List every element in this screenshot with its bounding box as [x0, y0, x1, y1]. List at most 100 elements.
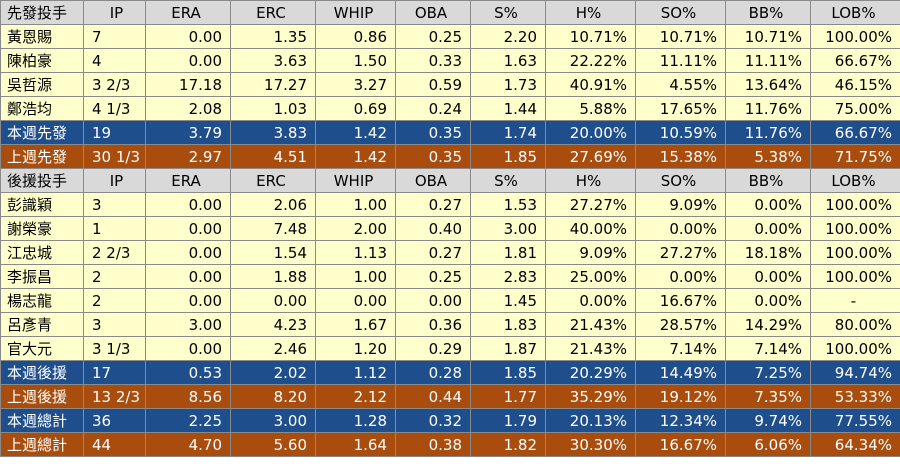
cell-h-pct: 10.71%	[545, 24, 636, 49]
cell-bb-pct: 14.29%	[725, 312, 811, 337]
cell-pitcher: 上週總計	[0, 432, 84, 457]
cell-so-pct: 0.00%	[635, 264, 726, 289]
cell-era: 2.25	[145, 408, 231, 433]
starter-row: 黃恩賜 7 0.00 1.35 0.86 0.25 2.20 10.71% 10.71% 10.7…	[0, 24, 900, 49]
header-lob-pct: LOB%	[810, 168, 900, 193]
cell-h-pct: 0.00%	[545, 288, 636, 313]
cell-ip: 13 2/3	[83, 384, 146, 409]
cell-h-pct: 5.88%	[545, 96, 636, 121]
cell-erc: 2.46	[230, 336, 316, 361]
cell-oba: 0.24	[395, 96, 471, 121]
cell-lob-pct: 46.15%	[810, 72, 900, 97]
reliever-row: 楊志龍 2 0.00 0.00 0.00 0.00 1.45 0.00% 16.67% 0.00%…	[0, 288, 900, 313]
cell-pitcher: 李振昌	[0, 264, 84, 289]
cell-oba: 0.27	[395, 192, 471, 217]
header-whip: WHIP	[315, 168, 396, 193]
cell-bb-pct: 0.00%	[725, 192, 811, 217]
cell-h-pct: 22.22%	[545, 48, 636, 73]
cell-ip: 2	[83, 264, 146, 289]
cell-h-pct: 21.43%	[545, 336, 636, 361]
cell-erc: 4.23	[230, 312, 316, 337]
cell-erc: 1.88	[230, 264, 316, 289]
header-h-pct: H%	[545, 168, 636, 193]
header-oba: OBA	[395, 0, 471, 25]
cell-pitcher: 本週先發	[0, 120, 84, 145]
header-s-pct: S%	[470, 0, 546, 25]
relievers-last-week-row: 上週後援 13 2/3 8.56 8.20 2.12 0.44 1.77 35.29% 19.1…	[0, 384, 900, 409]
cell-bb-pct: 7.25%	[725, 360, 811, 385]
cell-so-pct: 15.38%	[635, 144, 726, 169]
cell-h-pct: 20.00%	[545, 120, 636, 145]
cell-lob-pct: 53.33%	[810, 384, 900, 409]
cell-erc: 0.00	[230, 288, 316, 313]
cell-bb-pct: 0.00%	[725, 264, 811, 289]
cell-pitcher: 陳柏豪	[0, 48, 84, 73]
cell-s-pct: 1.45	[470, 288, 546, 313]
totals-last-week-row: 上週總計 44 4.70 5.60 1.64 0.38 1.82 30.30% 16.67% 6.…	[0, 432, 900, 457]
cell-oba: 0.32	[395, 408, 471, 433]
cell-bb-pct: 9.74%	[725, 408, 811, 433]
cell-ip: 19	[83, 120, 146, 145]
cell-era: 2.08	[145, 96, 231, 121]
cell-bb-pct: 13.64%	[725, 72, 811, 97]
cell-lob-pct: 77.55%	[810, 408, 900, 433]
cell-oba: 0.25	[395, 24, 471, 49]
cell-era: 0.00	[145, 336, 231, 361]
cell-so-pct: 9.09%	[635, 192, 726, 217]
cell-era: 2.97	[145, 144, 231, 169]
cell-bb-pct: 11.76%	[725, 96, 811, 121]
cell-whip: 1.00	[315, 264, 396, 289]
cell-whip: 1.67	[315, 312, 396, 337]
cell-lob-pct: -	[810, 288, 900, 313]
cell-erc: 2.02	[230, 360, 316, 385]
cell-erc: 2.06	[230, 192, 316, 217]
cell-pitcher: 彭識穎	[0, 192, 84, 217]
cell-pitcher: 官大元	[0, 336, 84, 361]
cell-so-pct: 19.12%	[635, 384, 726, 409]
cell-bb-pct: 7.14%	[725, 336, 811, 361]
cell-ip: 17	[83, 360, 146, 385]
cell-lob-pct: 66.67%	[810, 120, 900, 145]
cell-whip: 1.42	[315, 144, 396, 169]
reliever-row: 彭識穎 3 0.00 2.06 1.00 0.27 1.53 27.27% 9.09% 0.00%…	[0, 192, 900, 217]
cell-erc: 17.27	[230, 72, 316, 97]
cell-ip: 4	[83, 48, 146, 73]
cell-ip: 44	[83, 432, 146, 457]
cell-s-pct: 1.53	[470, 192, 546, 217]
header-so-pct: SO%	[635, 0, 726, 25]
cell-bb-pct: 5.38%	[725, 144, 811, 169]
table-body: 先發投手 IP ERA ERC WHIP OBA S% H% SO% BB% LOB% 黃恩賜 7 0.0…	[0, 0, 900, 457]
cell-bb-pct: 10.71%	[725, 24, 811, 49]
cell-ip: 4 1/3	[83, 96, 146, 121]
cell-oba: 0.35	[395, 144, 471, 169]
cell-ip: 3	[83, 312, 146, 337]
header-erc: ERC	[230, 0, 316, 25]
cell-whip: 1.00	[315, 192, 396, 217]
cell-era: 0.00	[145, 24, 231, 49]
cell-s-pct: 1.77	[470, 384, 546, 409]
cell-so-pct: 27.27%	[635, 240, 726, 265]
cell-s-pct: 1.63	[470, 48, 546, 73]
cell-erc: 3.00	[230, 408, 316, 433]
cell-oba: 0.33	[395, 48, 471, 73]
cell-s-pct: 1.85	[470, 144, 546, 169]
cell-so-pct: 0.00%	[635, 216, 726, 241]
cell-so-pct: 12.34%	[635, 408, 726, 433]
reliever-row: 官大元 3 1/3 0.00 2.46 1.20 0.29 1.87 21.43% 7.14% 7…	[0, 336, 900, 361]
cell-pitcher: 上週後援	[0, 384, 84, 409]
cell-lob-pct: 94.74%	[810, 360, 900, 385]
header-ip: IP	[83, 168, 146, 193]
cell-whip: 1.50	[315, 48, 396, 73]
cell-whip: 2.00	[315, 216, 396, 241]
header-bb-pct: BB%	[725, 168, 811, 193]
relievers-header-row: 後援投手 IP ERA ERC WHIP OBA S% H% SO% BB% LOB%	[0, 168, 900, 193]
cell-oba: 0.36	[395, 312, 471, 337]
cell-lob-pct: 100.00%	[810, 264, 900, 289]
cell-erc: 4.51	[230, 144, 316, 169]
cell-pitcher: 上週先發	[0, 144, 84, 169]
cell-lob-pct: 80.00%	[810, 312, 900, 337]
reliever-row: 江忠城 2 2/3 0.00 1.54 1.13 0.27 1.81 9.09% 27.27% 1…	[0, 240, 900, 265]
header-whip: WHIP	[315, 0, 396, 25]
cell-s-pct: 1.74	[470, 120, 546, 145]
starter-row: 鄭浩均 4 1/3 2.08 1.03 0.69 0.24 1.44 5.88% 17.65% 1…	[0, 96, 900, 121]
